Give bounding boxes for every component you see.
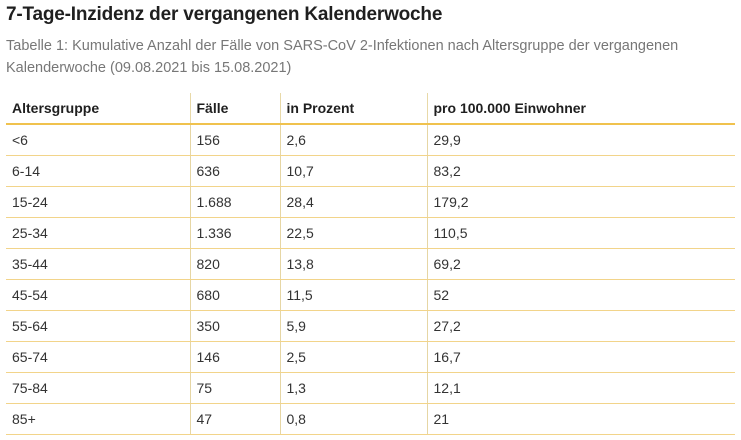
cell-pro-100000: 29,9 <box>426 124 735 156</box>
cell-altersgruppe: 55-64 <box>6 310 190 342</box>
cell-prozent: 10,7 <box>279 155 427 187</box>
cell-faelle: 636 <box>189 155 280 187</box>
cell-prozent: 28,4 <box>279 186 427 218</box>
table-row: 35-44 820 13,8 69,2 <box>6 248 735 280</box>
header-row: Altersgruppe Fälle in Prozent pro 100.00… <box>6 93 735 125</box>
cell-prozent: 1,3 <box>279 372 427 404</box>
cell-faelle: 1.336 <box>189 217 280 249</box>
cell-prozent: 5,9 <box>279 310 427 342</box>
table-row: 55-64 350 5,9 27,2 <box>6 310 735 342</box>
cell-altersgruppe: 45-54 <box>6 279 190 311</box>
cell-altersgruppe: 6-14 <box>6 155 190 187</box>
table-row: <6 156 2,6 29,9 <box>6 124 735 156</box>
cell-pro-100000: 83,2 <box>426 155 735 187</box>
cell-altersgruppe: <6 <box>6 124 190 156</box>
cell-altersgruppe: 15-24 <box>6 186 190 218</box>
cell-faelle: 680 <box>189 279 280 311</box>
incidence-table: Altersgruppe Fälle in Prozent pro 100.00… <box>6 93 735 435</box>
table-caption: Tabelle 1: Kumulative Anzahl der Fälle v… <box>6 38 679 76</box>
cell-prozent: 22,5 <box>279 217 427 249</box>
table-row: 45-54 680 11,5 52 <box>6 279 735 311</box>
table-body: <6 156 2,6 29,9 6-14 636 10,7 83,2 15-24… <box>6 124 735 435</box>
cell-prozent: 2,5 <box>279 341 427 373</box>
cell-faelle: 350 <box>189 310 280 342</box>
table-row: 25-34 1.336 22,5 110,5 <box>6 217 735 249</box>
cell-prozent: 0,8 <box>279 403 427 435</box>
cell-faelle: 1.688 <box>189 186 280 218</box>
table-row: 85+ 47 0,8 21 <box>6 403 735 435</box>
table-row: 75-84 75 1,3 12,1 <box>6 372 735 404</box>
cell-altersgruppe: 65-74 <box>6 341 190 373</box>
header-pro-100000: pro 100.000 Einwohner <box>426 93 735 125</box>
cell-faelle: 820 <box>189 248 280 280</box>
page-title: 7-Tage-Inzidenz der vergangenen Kalender… <box>6 4 443 25</box>
cell-faelle: 47 <box>189 403 280 435</box>
cell-prozent: 2,6 <box>279 124 427 156</box>
cell-pro-100000: 69,2 <box>426 248 735 280</box>
header-altersgruppe: Altersgruppe <box>6 93 190 125</box>
cell-prozent: 13,8 <box>279 248 427 280</box>
cell-pro-100000: 110,5 <box>426 217 735 249</box>
header-in-prozent: in Prozent <box>279 93 427 125</box>
cell-pro-100000: 21 <box>426 403 735 435</box>
cell-altersgruppe: 25-34 <box>6 217 190 249</box>
cell-pro-100000: 179,2 <box>426 186 735 218</box>
table-header: Altersgruppe Fälle in Prozent pro 100.00… <box>6 93 735 125</box>
cell-altersgruppe: 75-84 <box>6 372 190 404</box>
cell-pro-100000: 12,1 <box>426 372 735 404</box>
cell-prozent: 11,5 <box>279 279 427 311</box>
cell-faelle: 75 <box>189 372 280 404</box>
cell-altersgruppe: 35-44 <box>6 248 190 280</box>
cell-pro-100000: 16,7 <box>426 341 735 373</box>
cell-pro-100000: 27,2 <box>426 310 735 342</box>
table-row: 65-74 146 2,5 16,7 <box>6 341 735 373</box>
cell-faelle: 146 <box>189 341 280 373</box>
cell-pro-100000: 52 <box>426 279 735 311</box>
table-row: 6-14 636 10,7 83,2 <box>6 155 735 187</box>
table-row: 15-24 1.688 28,4 179,2 <box>6 186 735 218</box>
header-faelle: Fälle <box>189 93 280 125</box>
cell-faelle: 156 <box>189 124 280 156</box>
cell-altersgruppe: 85+ <box>6 403 190 435</box>
